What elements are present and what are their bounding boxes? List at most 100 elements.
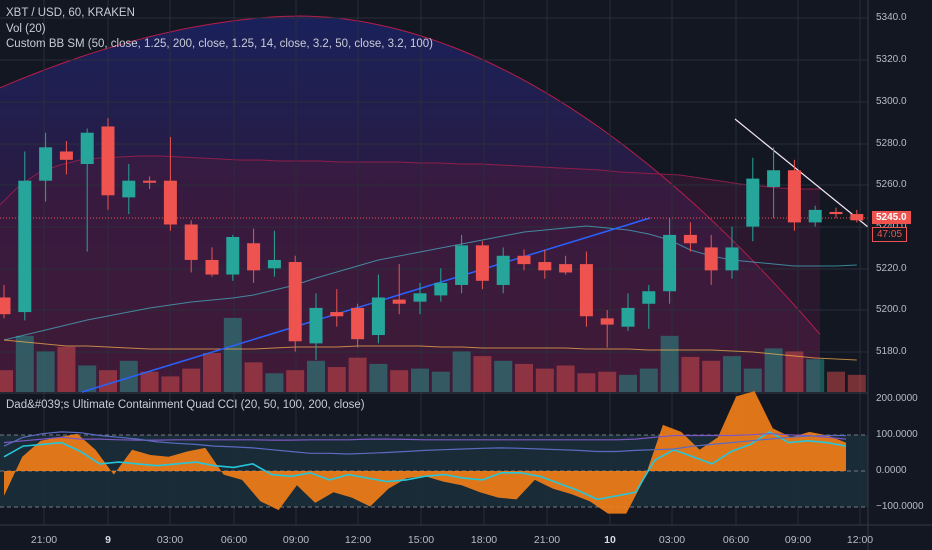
volume-bar (265, 373, 284, 392)
time-tick-label: 09:00 (282, 534, 310, 546)
volume-bar (36, 351, 55, 392)
volume-bar (0, 370, 13, 392)
volume-bar (723, 356, 741, 392)
candle (496, 247, 510, 294)
candle (663, 218, 677, 304)
candle-body (517, 255, 531, 265)
cci-tick-label: 0.0000 (876, 465, 907, 476)
candle (351, 303, 365, 348)
volume-bar (57, 346, 76, 392)
candle (392, 264, 406, 315)
time-tick-label: 09:00 (784, 534, 812, 546)
candle (683, 222, 697, 252)
candle-body (392, 299, 406, 304)
time-tick-label: 06:00 (220, 534, 248, 546)
candle (704, 234, 718, 285)
volume-bar (577, 373, 596, 392)
price-tick-label: 5180.0 (876, 346, 907, 357)
volume-bar (785, 351, 804, 392)
candle-body (59, 151, 73, 160)
candle-body (746, 178, 760, 227)
volume-bar (161, 376, 180, 392)
candle-body (351, 307, 365, 340)
symbol-legend[interactable]: XBT / USD, 60, KRAKEN (6, 7, 135, 19)
candle (808, 205, 822, 227)
volume-bar (452, 351, 471, 392)
candle-body (579, 264, 593, 317)
candle (538, 249, 552, 279)
volume-bar (431, 371, 450, 392)
candle-body (663, 234, 677, 292)
volume-bar (119, 360, 138, 392)
cci-line (3, 431, 846, 455)
candle-body (267, 259, 281, 269)
volume-bar (556, 365, 575, 392)
time-tick-label: 21:00 (30, 534, 58, 546)
cci-indicator-legend[interactable]: Dad&#039;s Ultimate Containment Quad CCI… (6, 399, 365, 411)
outer-band-fill (0, 16, 820, 392)
candle-body (101, 126, 115, 196)
price-tick-label: 5320.0 (876, 54, 907, 65)
time-tick-label: 10 (604, 534, 616, 546)
volume-bar (494, 360, 513, 392)
candle-body (18, 180, 32, 313)
time-tick-label: 12:00 (846, 534, 874, 546)
descending-line (734, 118, 869, 228)
candle-body (247, 243, 261, 271)
volume-bar (598, 371, 617, 392)
volume-bar (847, 374, 866, 392)
volume-bar (307, 360, 325, 392)
bb-indicator-legend[interactable]: Custom BB SM (50, close, 1.25, 200, clos… (6, 38, 434, 50)
price-tick-label: 5220.0 (876, 263, 907, 274)
inner-band-fill (0, 156, 820, 392)
price-tick-label: 5260.0 (876, 179, 907, 190)
candle-body (621, 307, 635, 327)
candle-body (704, 247, 718, 271)
volume-bar (619, 374, 637, 392)
candle-body (434, 282, 448, 296)
trend-line (81, 217, 651, 393)
candle (579, 251, 593, 327)
price-tick-label: 5280.0 (876, 138, 907, 149)
volume-bar (348, 357, 367, 392)
candle (725, 226, 739, 279)
candle (600, 310, 614, 348)
candle (101, 118, 115, 210)
volume-bar (639, 368, 658, 392)
candle (184, 220, 198, 273)
price-tick-label: 5300.0 (876, 96, 907, 107)
time-tick-label: 03:00 (658, 534, 686, 546)
volume-bar (764, 348, 783, 392)
time-tick-label: 12:00 (344, 534, 372, 546)
candle (787, 159, 801, 231)
candle (746, 157, 760, 242)
volume-bar (244, 362, 263, 392)
last-price-label: 5245.0 (872, 211, 911, 224)
candle (122, 164, 136, 215)
volume-bar (806, 359, 825, 392)
candle (455, 234, 469, 294)
volume-bar (182, 368, 201, 392)
candle-body (80, 132, 94, 164)
candle (59, 141, 73, 175)
volume-legend[interactable]: Vol (20) (6, 23, 46, 35)
candle (642, 284, 656, 329)
candle-body (205, 259, 219, 275)
candle (829, 207, 843, 219)
candle-body (683, 234, 697, 244)
candle-body (330, 312, 344, 317)
volume-bar (681, 356, 700, 392)
time-tick-label: 21:00 (533, 534, 561, 546)
volume-bar (140, 371, 159, 392)
candle-body (413, 293, 427, 302)
volume-bar (743, 368, 762, 392)
time-tick-label: 9 (105, 534, 111, 546)
volume-bar (535, 368, 554, 392)
candle-body (496, 255, 510, 285)
volume-bar (286, 370, 305, 392)
candle-body (829, 211, 843, 215)
volume-bar (473, 356, 492, 392)
candle-body (538, 262, 552, 271)
